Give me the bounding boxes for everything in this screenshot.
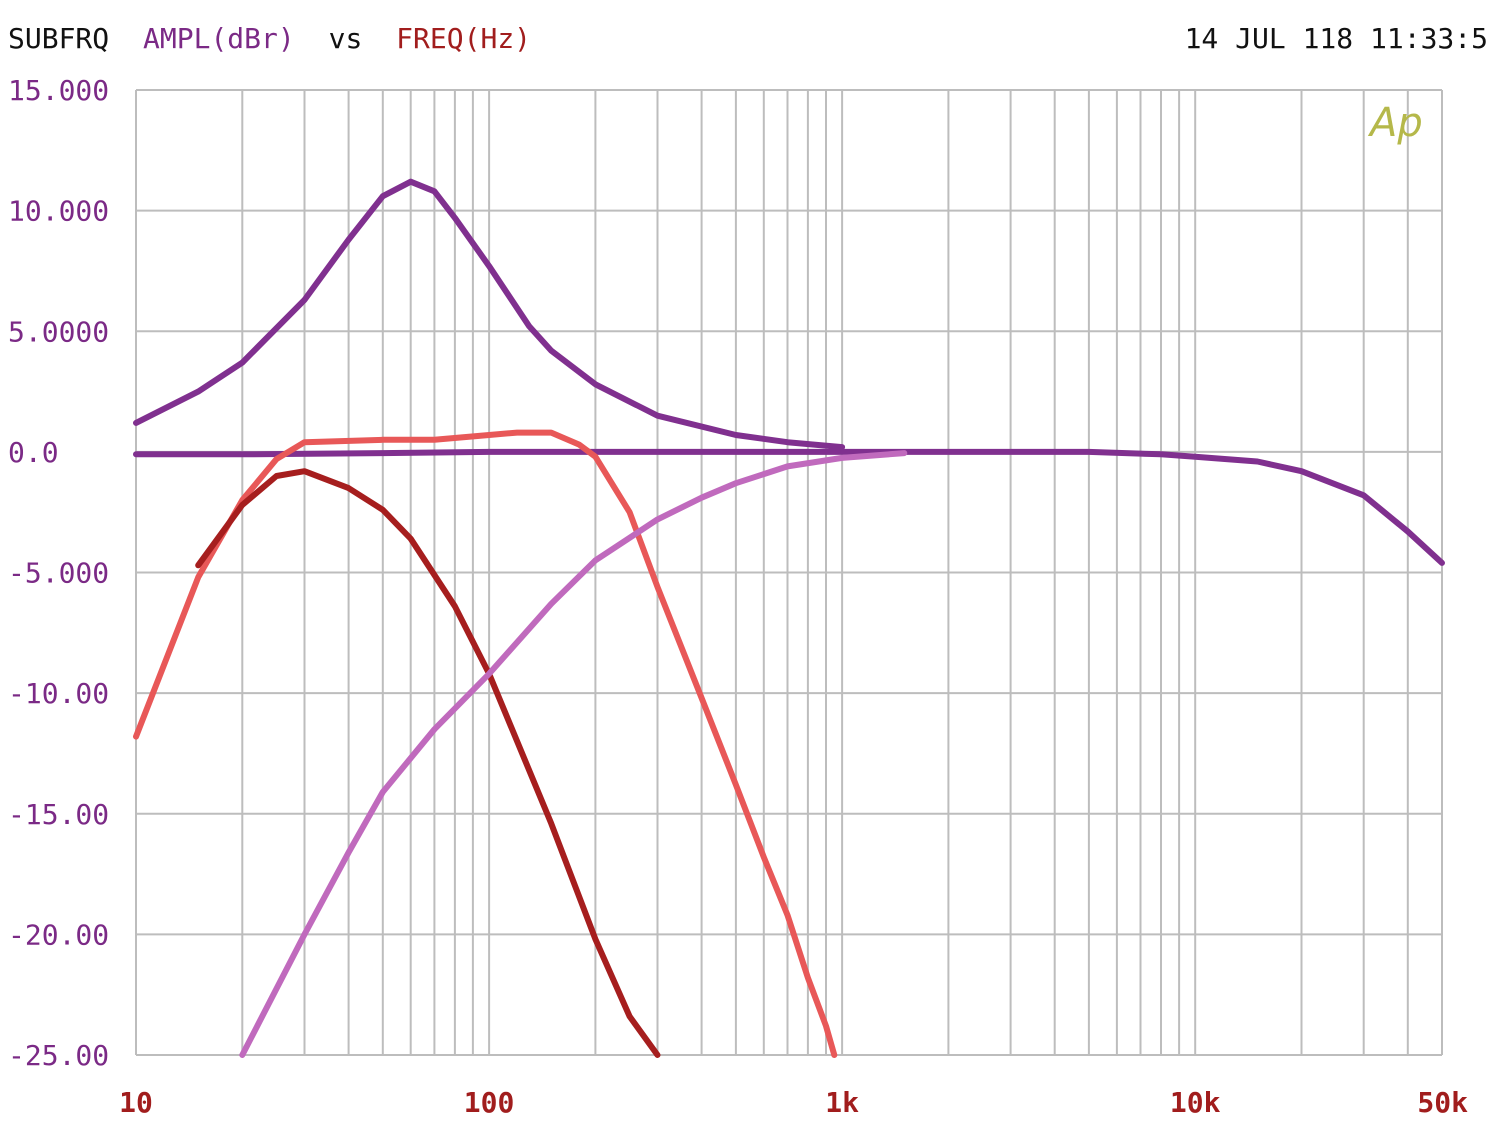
y-tick-label-6: -15.00 [8, 798, 109, 831]
x-tick-label-0: 10 [119, 1086, 153, 1119]
header-timestamp: 14 JUL 118 11:33:5 [1185, 22, 1488, 55]
header-x-measure: FREQ(Hz) [396, 22, 531, 55]
chart-header: SUBFRQ AMPL(dBr) vs FREQ(Hz) 14 JUL 118 … [8, 22, 1488, 55]
x-tick-label-4: 50k [1417, 1086, 1468, 1119]
header-text: SUBFRQ AMPL(dBr) vs FREQ(Hz) [8, 22, 531, 55]
y-tick-label-8: -25.00 [8, 1039, 109, 1072]
header-vs: vs [329, 22, 363, 55]
y-tick-label-2: 5.0000 [8, 315, 109, 348]
y-tick-label-3: 0.0 [8, 436, 59, 469]
series-group [133, 178, 1445, 1058]
series-line-1 [133, 448, 1445, 566]
series-line-3 [195, 468, 661, 1058]
y-tick-label-4: -5.000 [8, 557, 109, 590]
ap-logo-text: Ap [1367, 100, 1423, 146]
series-line-0 [133, 178, 846, 451]
y-tick-label-5: -10.00 [8, 677, 109, 710]
ap-logo: Ap [1367, 100, 1423, 146]
x-tick-label-1: 100 [464, 1086, 515, 1119]
y-tick-label-0: 15.000 [8, 74, 109, 107]
y-tick-label-7: -20.00 [8, 918, 109, 951]
y-tick-labels: 15.000 10.000 5.0000 0.0 -5.000 -10.00 -15.00 -… [8, 74, 109, 1072]
y-tick-label-1: 10.000 [8, 195, 109, 228]
series-line-4 [239, 450, 908, 1058]
x-tick-labels: 10 100 1k 10k 50k [119, 1086, 1468, 1119]
x-tick-label-2: 1k [825, 1086, 859, 1119]
series-line-2 [133, 429, 838, 1058]
x-tick-label-3: 10k [1170, 1086, 1221, 1119]
header-prefix: SUBFRQ [8, 22, 109, 55]
header-y-measure: AMPL(dBr) [143, 22, 295, 55]
grid [135, 89, 1443, 1056]
